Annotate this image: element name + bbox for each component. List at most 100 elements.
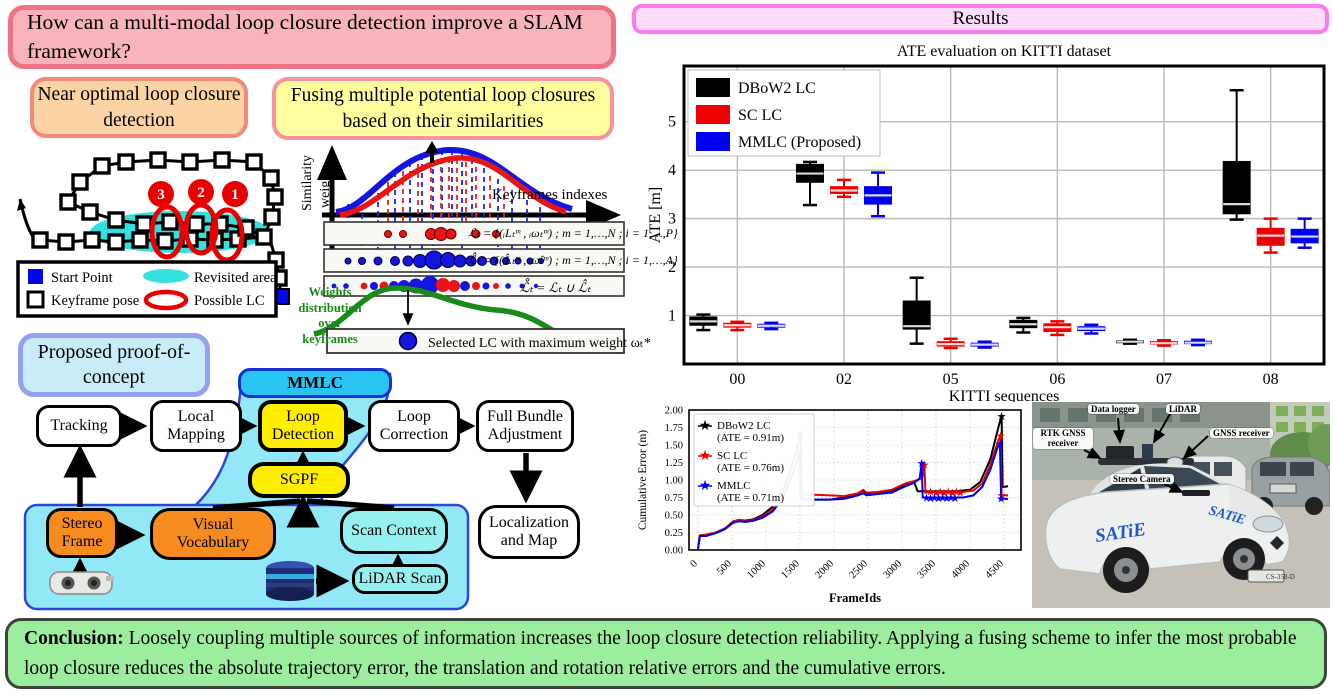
formula-visual-candidates: ℒₜ = {(ᵢLₜᵐ , ᵢωₜᵐ) ; m = 1,…,N ; i = 1,… xyxy=(468,226,678,240)
boxplot-xlabel: KITTI sequences xyxy=(949,388,1060,402)
series-star-marker: ★ xyxy=(934,493,944,505)
weights-distribution-curve xyxy=(313,285,562,338)
linechart-xtick: 1000 xyxy=(745,558,768,581)
node-mmlc: MMLC xyxy=(238,368,392,398)
lc-number-badges: 3 2 1 xyxy=(148,179,248,207)
boxplot-ytick: 3 xyxy=(668,211,676,228)
node-lidar-scan: LiDAR Scan xyxy=(352,564,448,594)
linechart-legend-name: DBoW2 LC xyxy=(717,420,770,432)
node-loop-detection: Loop Detection xyxy=(258,400,348,452)
linechart-legend-ate: (ATE = 0.91m) xyxy=(717,432,784,444)
lc-badge-3: 3 xyxy=(157,187,165,203)
node-localization-and-map: Localization and Map xyxy=(478,505,580,559)
similarity-ylabel-1: Similarity xyxy=(300,155,315,211)
linechart-xtick: 4500 xyxy=(983,558,1006,581)
series-star-marker: ★ xyxy=(946,492,956,504)
blue-similarity-curve xyxy=(335,146,573,215)
linechart-ytick: 0.25 xyxy=(665,528,683,539)
boxplot-xtick: 06 xyxy=(1049,371,1065,388)
series-star-marker: ★ xyxy=(926,493,936,505)
node-local-mapping: Local Mapping xyxy=(150,400,242,452)
linechart-ytick: 0.50 xyxy=(665,511,683,522)
linechart-ytick: 0.75 xyxy=(665,493,683,504)
boxplot-ytick: 2 xyxy=(668,259,676,276)
series-star-marker: ★ xyxy=(996,431,1006,443)
selected-lc-label: Selected LC with maximum weight ωₜ* xyxy=(428,336,651,351)
boxplot-xtick: 02 xyxy=(836,371,852,388)
label-stereo-camera: Stereo Camera xyxy=(1110,474,1174,485)
series-star-marker: ★ xyxy=(943,487,953,499)
legend-revisited-swatch xyxy=(143,269,189,283)
linechart-xtick: 1500 xyxy=(779,558,802,581)
boxplot-ytick: 1 xyxy=(668,308,676,325)
linechart-xtick: 500 xyxy=(715,558,734,577)
boxplot-ylabel: ATE [m] xyxy=(648,187,664,243)
series-star-marker: ★ xyxy=(942,493,952,505)
boxplot-xtick: 07 xyxy=(1156,371,1172,388)
series-star-marker: ★ xyxy=(995,438,1005,450)
series-star-marker: ★ xyxy=(938,492,948,504)
legend-start-point-swatch xyxy=(28,269,43,284)
linechart-ytick: 1.50 xyxy=(665,441,683,452)
formula-union: ℒ̊ₜ = ℒₜ ∪ ℒ̂ₜ xyxy=(520,280,591,295)
fusing-arrow xyxy=(425,141,439,163)
fusing-text: Fusing multiple potential loop closures … xyxy=(290,85,596,132)
conclusion-label: Conclusion: xyxy=(24,628,124,650)
callout-arrows xyxy=(1083,413,1209,493)
main-car xyxy=(1044,444,1291,593)
series-line xyxy=(696,439,1009,551)
series-star-marker: ★ xyxy=(926,487,936,499)
conclusion-box: Conclusion: Loosely coupling multiple so… xyxy=(5,618,1327,689)
lidar-icon xyxy=(266,561,314,601)
linechart-xtick: 2500 xyxy=(847,558,870,581)
series-star-marker: ★ xyxy=(939,487,949,499)
linechart-xtick: 0 xyxy=(688,558,699,569)
red-similarity-curve xyxy=(339,155,567,218)
selected-lc-dot xyxy=(398,331,418,351)
node-sgpf: SGPF xyxy=(248,462,350,498)
boxplot-legend: DBoW2 LC SC LC MMLC (Proposed) xyxy=(687,69,881,157)
label-data-logger: Data logger xyxy=(1088,404,1139,415)
linechart-ytick: 0.00 xyxy=(665,546,683,557)
linechart-legend-name: SC LC xyxy=(717,450,747,462)
series-star-marker: ★ xyxy=(947,487,957,499)
legend-keyframe-label: Keyframe pose xyxy=(51,293,139,309)
vehicle-photo: SATiE SATiE CS-358-D Data logger LiDAR R… xyxy=(1032,402,1333,608)
legend-keyframe-swatch xyxy=(26,290,45,309)
series-star-marker: ★ xyxy=(917,458,927,470)
series-star-marker: ★ xyxy=(950,493,960,505)
linechart-legend-ate: (ATE = 0.71m) xyxy=(717,492,784,504)
legend-possible-lc-label: Possible LC xyxy=(194,293,265,309)
lc-badge-2: 2 xyxy=(197,185,205,201)
label-rtk-gnss: RTK GNSS receiver xyxy=(1033,428,1093,449)
linechart-xtick: 4000 xyxy=(949,558,972,581)
near-optimal-text: Near optimal loop closure detection xyxy=(37,84,241,131)
label-gnss: GNSS receiver xyxy=(1210,428,1273,439)
node-scan-context: Scan Context xyxy=(340,508,448,554)
linechart-ytick: 1.00 xyxy=(665,476,683,487)
linechart-ylabel: Cumulative Error (m) xyxy=(637,430,649,530)
series-star-marker: ★ xyxy=(930,492,940,504)
boxplot-xtick: 08 xyxy=(1263,371,1279,388)
series-star-marker: ★ xyxy=(956,487,966,499)
near-optimal-box: Near optimal loop closure detection xyxy=(30,77,248,138)
question-box: How can a multi-modal loop closure detec… xyxy=(8,5,616,69)
linechart-xtick: 3000 xyxy=(881,558,904,581)
stereo-camera-icon xyxy=(49,571,114,595)
similarity-figure xyxy=(313,145,625,354)
proposed-title: Proposed proof-of-concept xyxy=(37,341,191,388)
linechart-ytick: 2.00 xyxy=(665,406,683,417)
trajectory-diagram: 3 2 1 Start Point Keyframe pose Revisite… xyxy=(16,151,290,318)
node-full-bundle-adjustment: Full Bundle Adjustment xyxy=(476,400,574,452)
boxplot-xtick: 00 xyxy=(729,371,745,388)
linechart-ytick: 1.25 xyxy=(665,458,683,469)
series-star-marker: ★ xyxy=(931,487,941,499)
boxplot-legend-label: DBoW2 LC xyxy=(738,80,816,97)
linechart-xtick: 3500 xyxy=(915,558,938,581)
series-line xyxy=(696,432,1009,551)
boxplot-ytick: 4 xyxy=(668,162,676,179)
license-plate: CS-358-D xyxy=(1266,573,1295,581)
node-visual-vocabulary: Visual Vocabulary xyxy=(150,508,276,560)
proposed-box: Proposed proof-of-concept xyxy=(18,333,210,397)
selected-lc-box xyxy=(326,328,625,354)
